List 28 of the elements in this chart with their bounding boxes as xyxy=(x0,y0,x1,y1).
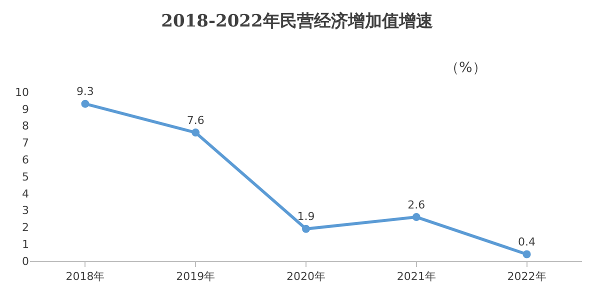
data-label: 2.6 xyxy=(408,198,426,212)
y-tick-label: 3 xyxy=(22,204,29,218)
data-label: 7.6 xyxy=(186,114,204,127)
point xyxy=(412,213,420,222)
y-tick-label: 6 xyxy=(22,153,29,166)
x-tick-label: 2021年 xyxy=(396,270,436,284)
x-tick-label: 2018年 xyxy=(66,270,105,284)
y-tick-label: 5 xyxy=(22,170,29,184)
x-tick-label: 2020年 xyxy=(286,270,326,284)
data-label: 0.4 xyxy=(518,235,536,248)
text: （%） xyxy=(445,60,486,76)
y-tick-label: 4 xyxy=(22,187,29,200)
y-tick-label: 9 xyxy=(22,102,29,116)
data-label: 9.3 xyxy=(76,85,94,98)
y-tick-label: 1 xyxy=(22,238,29,251)
point xyxy=(522,250,531,258)
chart-title: 2018-2022年民营经济增加值增速 xyxy=(161,12,433,32)
point xyxy=(81,100,90,108)
x-tick-label: 2022年 xyxy=(507,270,546,284)
x-tick-label: 2019年 xyxy=(176,270,216,284)
y-tick-label: 2 xyxy=(22,221,29,234)
y-tick-label: 7 xyxy=(22,136,29,150)
data-label: 1.9 xyxy=(297,210,315,224)
y-tick-label: 10 xyxy=(15,86,29,99)
point xyxy=(302,224,310,233)
y-tick-label: 0 xyxy=(22,254,29,268)
y-tick-label: 8 xyxy=(22,120,29,133)
point xyxy=(192,128,200,137)
